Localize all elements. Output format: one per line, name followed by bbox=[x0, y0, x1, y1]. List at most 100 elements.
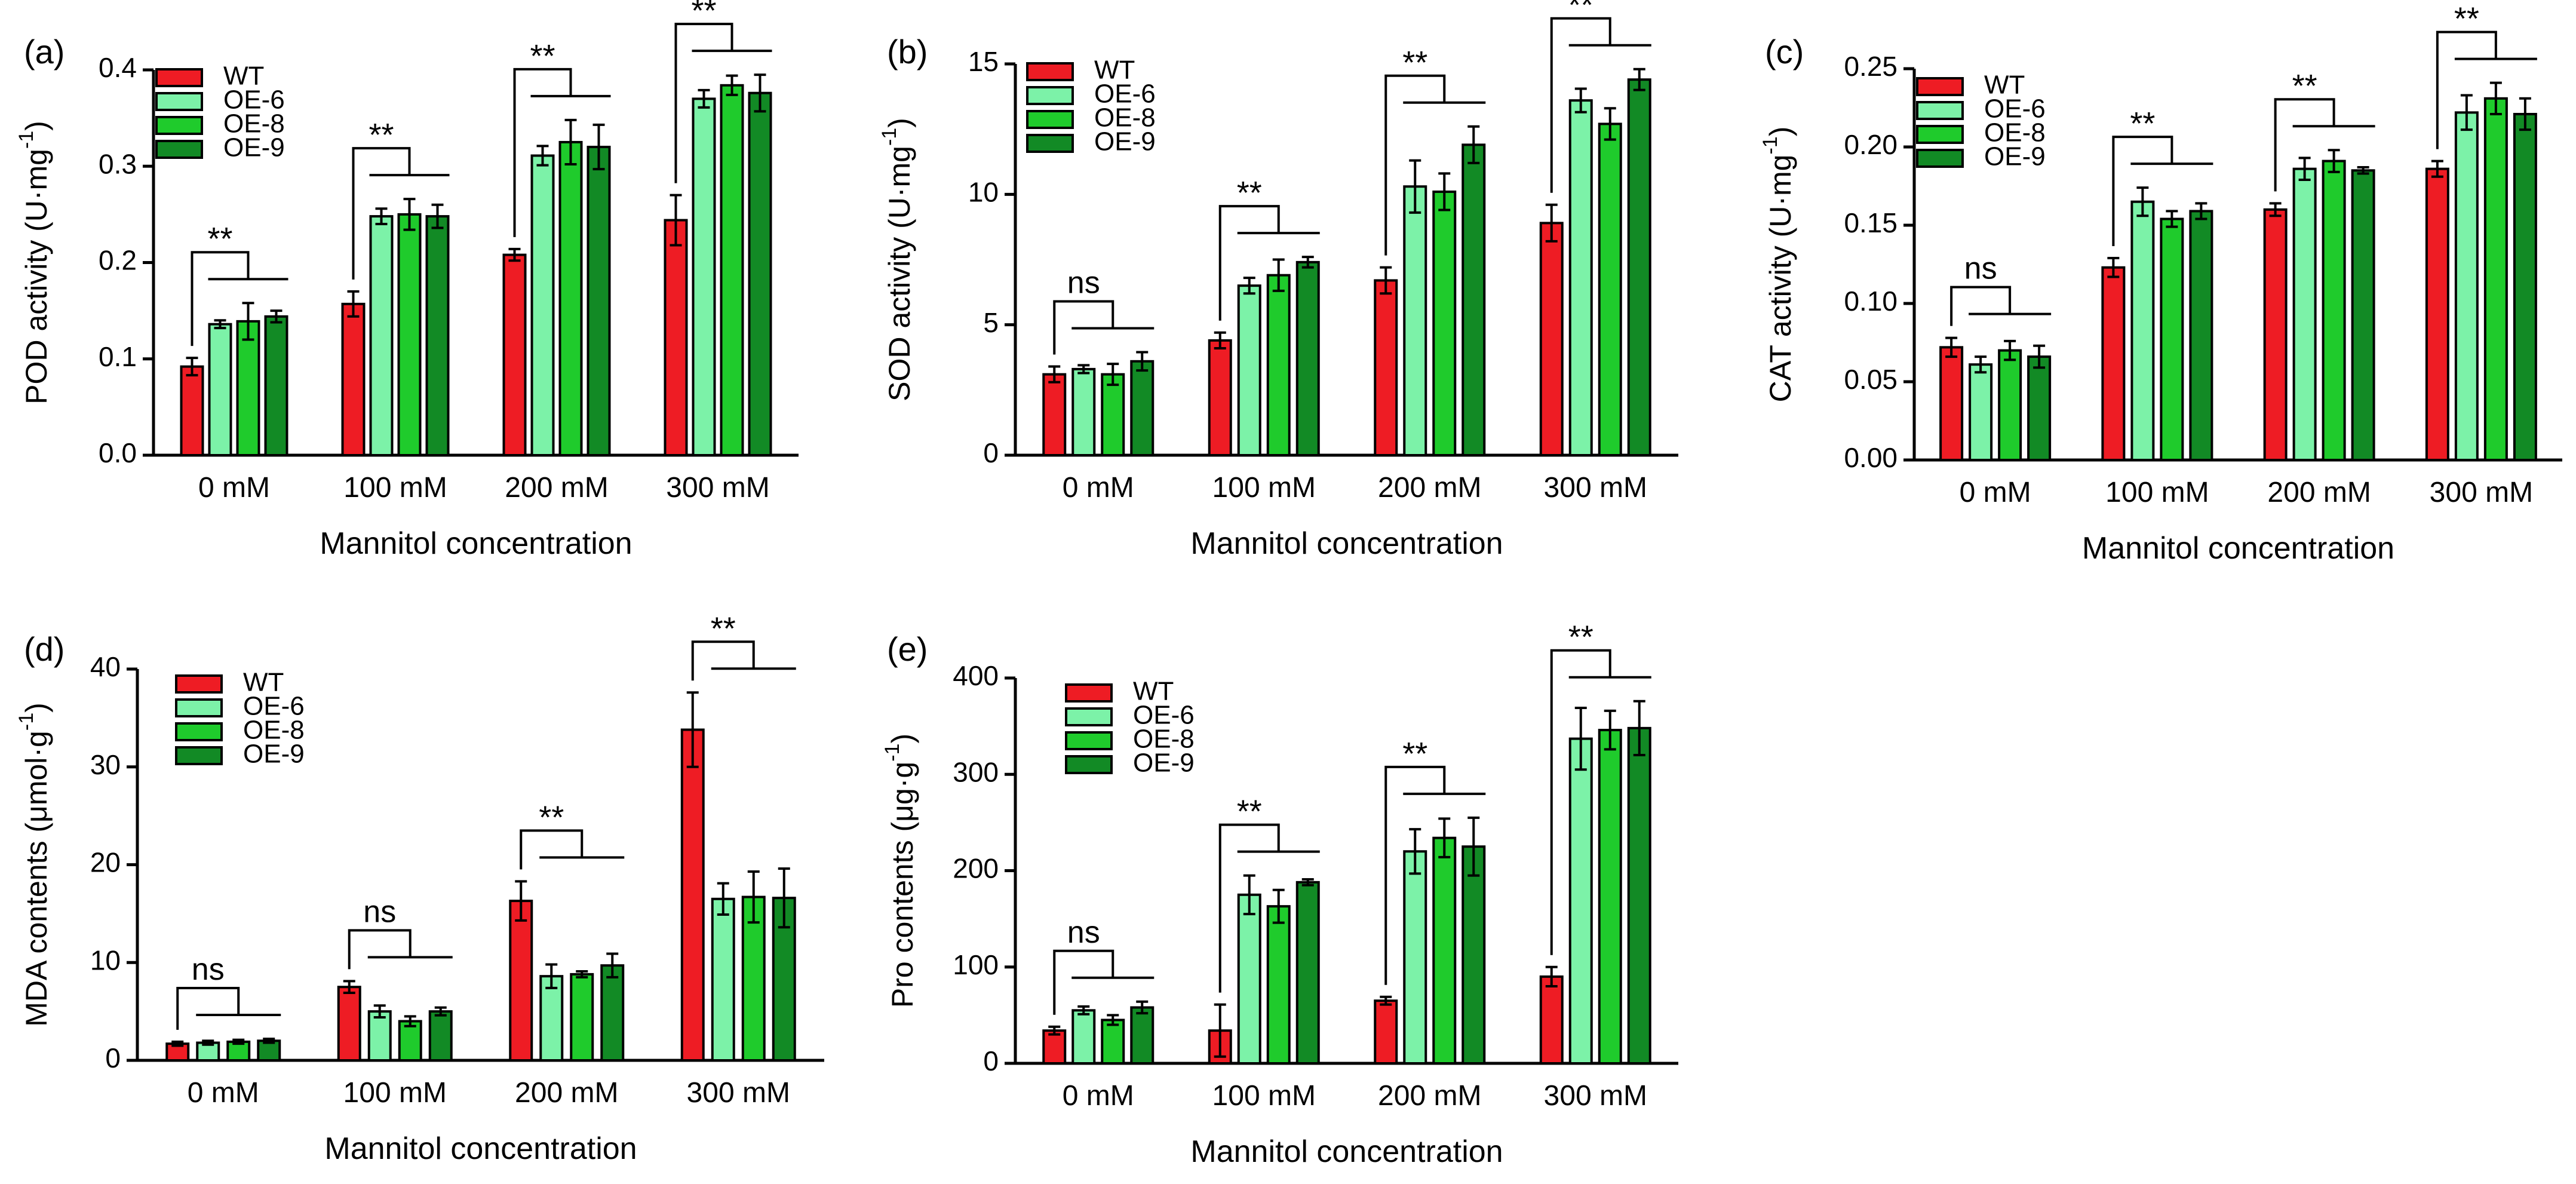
y-tick-label: 0.4 bbox=[99, 52, 137, 83]
significance-label: ** bbox=[1568, 0, 1594, 23]
bar-oe-6 bbox=[692, 97, 716, 456]
legend-label: OE-6 bbox=[1133, 701, 1195, 730]
significance-bracket bbox=[520, 829, 584, 870]
bar-oe-9 bbox=[1627, 726, 1651, 1065]
bar-oe-8 bbox=[720, 84, 744, 457]
bar-wt bbox=[1374, 999, 1398, 1065]
bar-oe-6 bbox=[711, 897, 735, 1062]
legend-swatch-wt bbox=[175, 674, 223, 694]
bar-oe-6 bbox=[2292, 167, 2317, 461]
bar-oe-6 bbox=[367, 1010, 392, 1062]
bar-wt bbox=[180, 365, 204, 457]
x-tick-label: 0 mM bbox=[198, 472, 270, 504]
legend-swatch-oe-8 bbox=[1026, 110, 1074, 129]
bar-oe-9 bbox=[748, 91, 772, 456]
legend-swatch-oe-9 bbox=[1916, 149, 1964, 168]
y-axis-label-close: ) bbox=[886, 734, 919, 744]
bar-oe-6 bbox=[1403, 850, 1427, 1065]
bar-oe-6 bbox=[1403, 185, 1427, 456]
x-axis-label: Mannitol concentration bbox=[320, 526, 632, 561]
legend-label: OE-9 bbox=[223, 133, 285, 162]
bar-oe-9 bbox=[425, 215, 450, 456]
legend-label: OE-8 bbox=[1094, 103, 1156, 133]
legend-label: OE-8 bbox=[243, 716, 305, 745]
bar-wt bbox=[1539, 975, 1564, 1065]
bar-oe-9 bbox=[264, 315, 288, 456]
significance-label: ** bbox=[711, 611, 736, 646]
y-tick-label: 10 bbox=[968, 176, 999, 207]
legend-swatch-oe-8 bbox=[1065, 731, 1113, 750]
y-tick-label: 20 bbox=[90, 847, 121, 878]
panel-label: (c) bbox=[1765, 33, 1804, 70]
bar-oe-8 bbox=[1101, 373, 1125, 457]
bar-oe-9 bbox=[1627, 78, 1651, 456]
x-tick-label: 200 mM bbox=[2267, 477, 2371, 508]
bar-oe-6 bbox=[1071, 1009, 1096, 1065]
legend-swatch-oe-6 bbox=[1065, 707, 1113, 726]
y-axis-label-text: POD activity (U·mg bbox=[20, 149, 53, 404]
legend-label: OE-8 bbox=[223, 109, 285, 139]
y-axis-label-close: ) bbox=[883, 118, 916, 128]
chart-panel-e: (e) 0 100 200 300 400 Pro contents (μg·g-1) Man… bbox=[881, 619, 1678, 1169]
significance-label: ** bbox=[691, 0, 716, 29]
bar-oe-9 bbox=[587, 146, 611, 456]
bar-oe-9 bbox=[1130, 1006, 1155, 1065]
significance-label: ** bbox=[207, 221, 232, 257]
legend-label: OE-9 bbox=[1984, 142, 2046, 171]
y-tick-label: 40 bbox=[90, 651, 121, 682]
y-axis-label-close: ) bbox=[20, 121, 53, 131]
significance-bracket bbox=[1384, 74, 1446, 256]
significance-label: ns bbox=[192, 952, 225, 987]
bar-oe-6 bbox=[530, 154, 555, 456]
significance-bracket bbox=[1053, 300, 1114, 355]
y-tick-label: 0.3 bbox=[99, 148, 137, 179]
significance-bracket bbox=[1550, 17, 1611, 193]
y-axis-label: SOD activity (U·mg-1) bbox=[878, 118, 916, 401]
bar-oe-6 bbox=[1568, 737, 1593, 1065]
bar-wt bbox=[1042, 373, 1067, 457]
y-tick-label: 0.0 bbox=[99, 437, 137, 468]
significance-label: ** bbox=[1402, 736, 1427, 772]
significance-label: ** bbox=[1402, 45, 1427, 81]
legend-label: WT bbox=[1133, 677, 1174, 706]
significance-bracket bbox=[1950, 286, 2012, 326]
y-tick-label: 300 bbox=[953, 756, 999, 787]
bar-oe-8 bbox=[1266, 274, 1291, 456]
y-axis-label-text: CAT activity (U·mg bbox=[1764, 155, 1797, 403]
panel-label: (d) bbox=[24, 630, 65, 668]
y-tick-label: 0 bbox=[105, 1042, 121, 1073]
x-tick-label: 0 mM bbox=[1960, 477, 2031, 508]
y-tick-label: 0.00 bbox=[1844, 442, 1898, 473]
bar-wt bbox=[680, 728, 705, 1062]
bar-wt bbox=[341, 302, 366, 456]
significance-bracket bbox=[2112, 136, 2173, 247]
bar-wt bbox=[2263, 208, 2288, 461]
legend-label: OE-6 bbox=[1984, 94, 2046, 124]
significance-bracket bbox=[352, 147, 411, 280]
significance-label: ** bbox=[2292, 68, 2317, 104]
y-tick-label: 0.15 bbox=[1844, 207, 1898, 238]
bar-oe-8 bbox=[1432, 836, 1457, 1065]
significance-bracket bbox=[513, 68, 572, 237]
bar-wt bbox=[664, 219, 688, 456]
bar-wt bbox=[2101, 266, 2126, 461]
y-tick-label: 0.10 bbox=[1844, 286, 1898, 317]
significance-bracket bbox=[2274, 98, 2335, 192]
x-axis-label: Mannitol concentration bbox=[1190, 1134, 1503, 1169]
significance-bracket bbox=[1384, 765, 1446, 985]
y-axis-label-text: MDA contents (μmol·g bbox=[20, 731, 53, 1027]
significance-bracket bbox=[674, 23, 733, 183]
y-tick-label: 0.20 bbox=[1844, 129, 1898, 160]
y-axis-label-close: ) bbox=[1764, 127, 1797, 137]
y-axis-label: MDA contents (μmol·g-1) bbox=[15, 703, 53, 1027]
significance-label: ** bbox=[1237, 175, 1262, 211]
bar-wt bbox=[337, 986, 361, 1062]
y-tick-label: 15 bbox=[968, 46, 999, 77]
legend-swatch-oe-9 bbox=[1065, 755, 1113, 774]
y-axis-label-superscript: -1 bbox=[878, 128, 901, 146]
legend-swatch-wt bbox=[1026, 62, 1074, 81]
y-axis-label-superscript: -1 bbox=[1759, 136, 1782, 154]
x-axis-label: Mannitol concentration bbox=[324, 1131, 637, 1166]
bar-oe-8 bbox=[570, 973, 594, 1062]
